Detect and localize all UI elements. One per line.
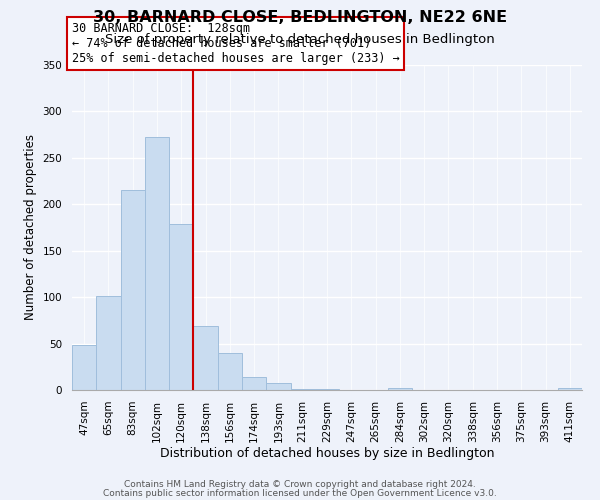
Bar: [315, 389, 339, 390]
Text: Contains HM Land Registry data © Crown copyright and database right 2024.: Contains HM Land Registry data © Crown c…: [124, 480, 476, 489]
Bar: [290, 389, 315, 390]
Text: 30 BARNARD CLOSE:  128sqm
← 74% of detached houses are smaller (701)
25% of semi: 30 BARNARD CLOSE: 128sqm ← 74% of detach…: [72, 22, 400, 65]
Bar: [218, 353, 242, 390]
Bar: [169, 224, 193, 390]
Bar: [242, 377, 266, 390]
Text: 30, BARNARD CLOSE, BEDLINGTON, NE22 6NE: 30, BARNARD CLOSE, BEDLINGTON, NE22 6NE: [93, 10, 507, 25]
X-axis label: Distribution of detached houses by size in Bedlington: Distribution of detached houses by size …: [160, 448, 494, 460]
Bar: [266, 382, 290, 390]
Y-axis label: Number of detached properties: Number of detached properties: [24, 134, 37, 320]
Bar: [145, 136, 169, 390]
Text: Contains public sector information licensed under the Open Government Licence v3: Contains public sector information licen…: [103, 488, 497, 498]
Bar: [96, 296, 121, 390]
Bar: [388, 388, 412, 390]
Bar: [558, 388, 582, 390]
Text: Size of property relative to detached houses in Bedlington: Size of property relative to detached ho…: [105, 32, 495, 46]
Bar: [193, 326, 218, 390]
Bar: [72, 344, 96, 390]
Bar: [121, 190, 145, 390]
